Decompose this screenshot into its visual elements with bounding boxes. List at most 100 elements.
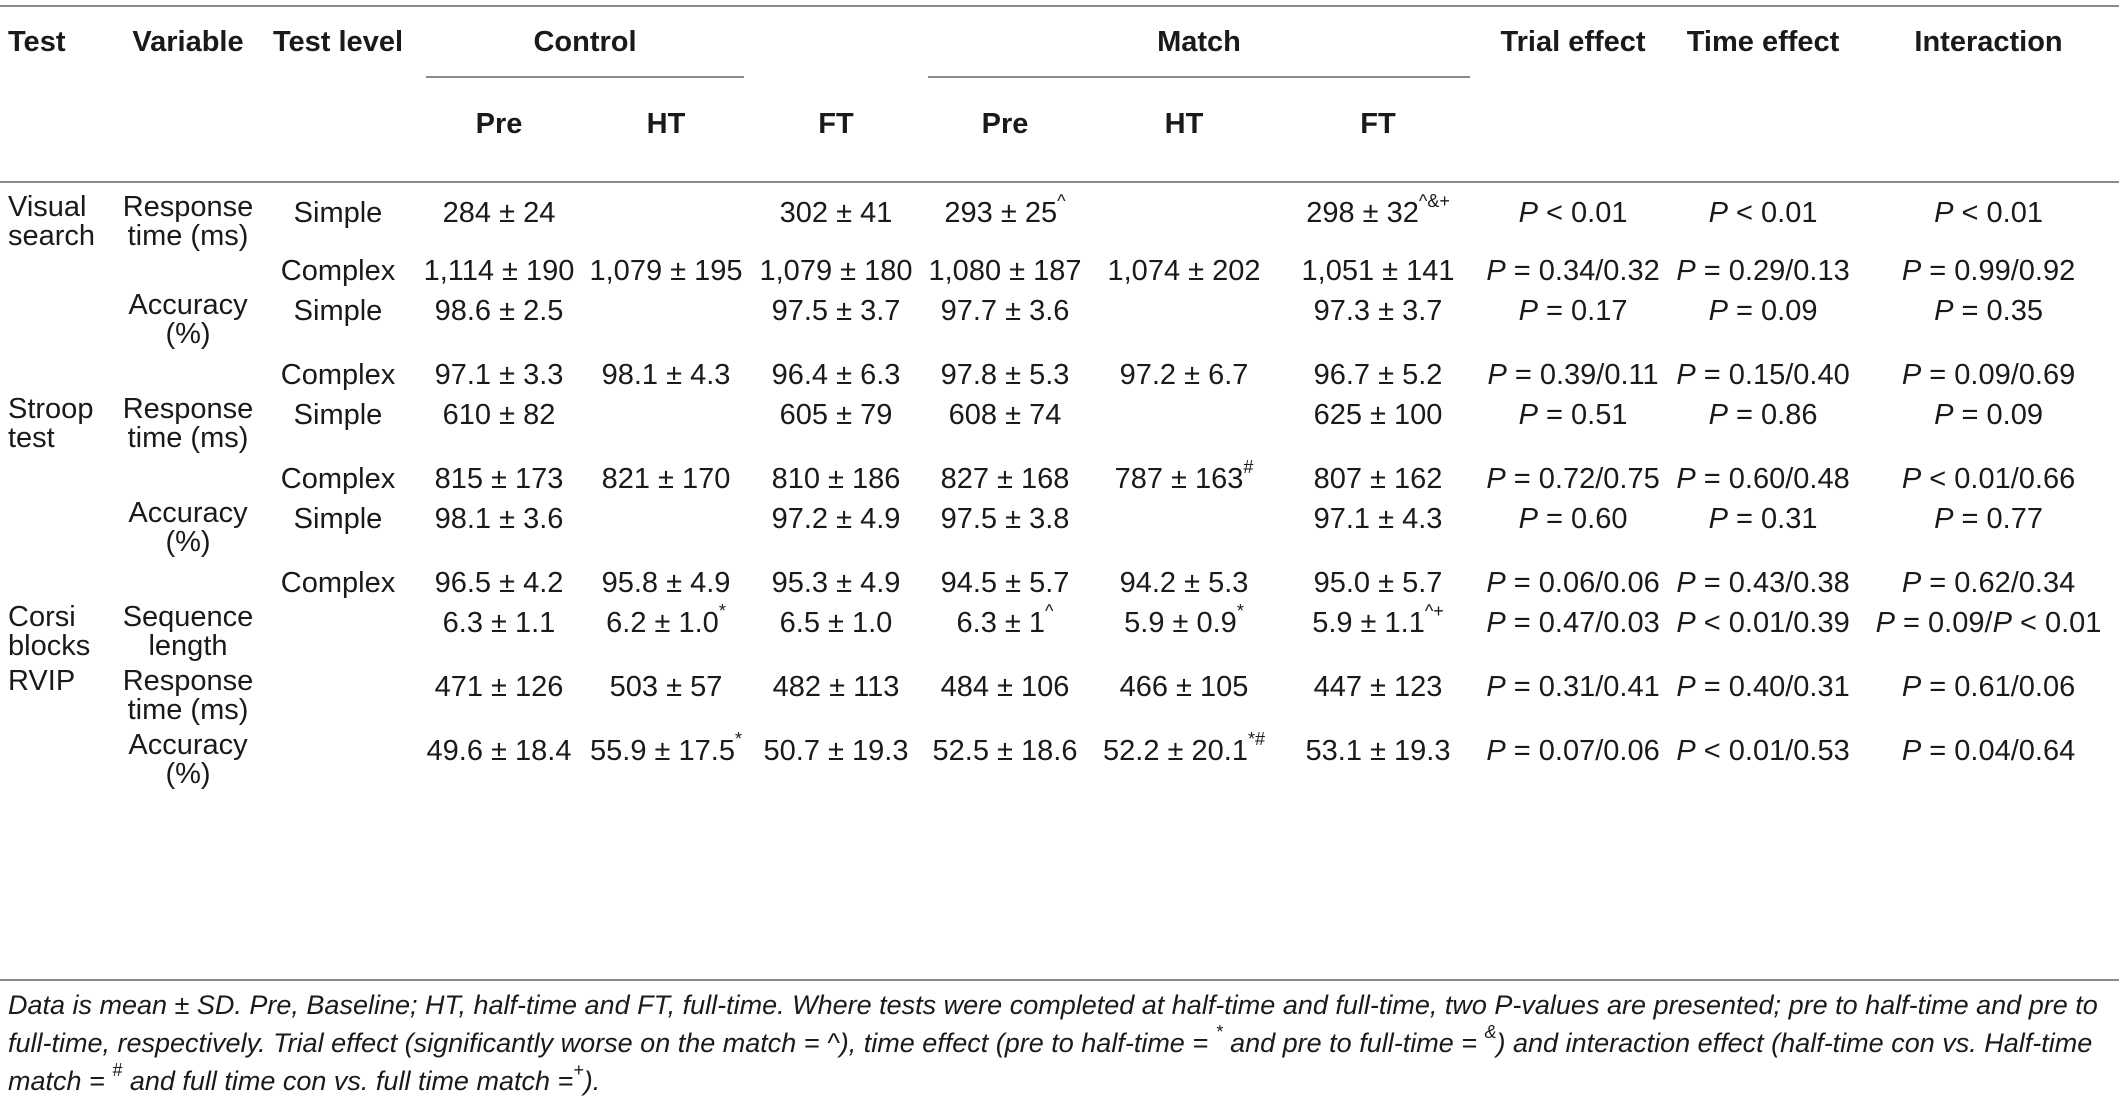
table-row: Complex 96.5 ± 4.2 95.8 ± 4.9 95.3 ± 4.9 94.… [0, 563, 2119, 603]
cell-test-level-value: Simple [293, 197, 383, 229]
cell-match-ft-value: 97.1 ± 4.3 [1313, 503, 1443, 535]
cell-match-ht: 466 ± 105 [1090, 667, 1278, 731]
cell-match-pre: 97.5 ± 3.8 [920, 499, 1090, 563]
cell-control-pre-value: 815 ± 173 [434, 463, 564, 495]
cell-control-ft: 95.3 ± 4.9 [752, 563, 920, 603]
cell-interaction-value: P = 0.09 [1934, 399, 2043, 431]
table-row: RVIP Response time (ms) 471 ± 126 503 ± 57 4… [0, 667, 2119, 731]
cell-interaction-value: P = 0.09/P < 0.01 [1875, 607, 2102, 639]
results-table: Test Variable Test level Control Match T… [0, 6, 2119, 795]
cell-match-ht [1090, 499, 1278, 563]
cell-match-ht-superscript: * [1236, 601, 1244, 622]
header-sub-blank-3 [258, 78, 418, 182]
cell-control-ht: 1,079 ± 195 [580, 251, 752, 291]
header-sub-blank-6 [1858, 78, 2119, 182]
cell-match-ht-value: 466 ± 105 [1119, 671, 1249, 703]
cell-test [0, 459, 118, 499]
cell-match-ht: 97.2 ± 6.7 [1090, 355, 1278, 395]
header-variable: Variable [132, 26, 244, 58]
cell-trial-effect: P = 0.34/0.32 [1478, 251, 1668, 291]
cell-match-pre: 94.5 ± 5.7 [920, 563, 1090, 603]
cell-interaction-value: P < 0.01/0.66 [1901, 463, 2076, 495]
cell-match-ft-value: 5.9 ± 1.1 [1312, 607, 1425, 639]
cell-control-pre-value: 1,114 ± 190 [423, 255, 575, 287]
cell-match-pre: 484 ± 106 [920, 667, 1090, 731]
cell-match-pre-value: 484 ± 106 [940, 671, 1070, 703]
header-sub-blank-4 [1478, 78, 1668, 182]
cell-control-pre: 97.1 ± 3.3 [418, 355, 580, 395]
cell-control-ht [580, 395, 752, 459]
cell-control-ft-value: 810 ± 186 [771, 463, 901, 495]
cell-match-ft: 97.1 ± 4.3 [1278, 499, 1478, 563]
cell-match-pre-value: 97.5 ± 3.8 [940, 503, 1070, 535]
header-match-ht: HT [1164, 108, 1204, 140]
cell-match-pre-value: 827 ± 168 [940, 463, 1070, 495]
cell-trial-effect: P = 0.31/0.41 [1478, 667, 1668, 731]
cell-variable-value: Accuracy (%) [128, 289, 248, 350]
cell-match-ft-value: 298 ± 32 [1306, 197, 1419, 229]
cell-test-level: Complex [258, 563, 418, 603]
cell-control-ht [580, 291, 752, 355]
cell-test-level: Complex [258, 355, 418, 395]
cell-control-ht-value: 95.8 ± 4.9 [601, 567, 731, 599]
cell-interaction-value: P = 0.77 [1934, 503, 2043, 535]
cell-test-level [258, 603, 418, 667]
cell-match-ft: 5.9 ± 1.1^+ [1278, 601, 1478, 667]
cell-control-ft: 97.5 ± 3.7 [752, 291, 920, 355]
cell-test-level: Complex [258, 251, 418, 291]
footnote-sup-star: * [1215, 1022, 1223, 1042]
cell-match-ft: 53.1 ± 19.3 [1278, 731, 1478, 795]
cell-control-pre: 471 ± 126 [418, 667, 580, 731]
cell-time-effect-value: P = 0.29/0.13 [1676, 255, 1850, 287]
header-blank [752, 6, 920, 78]
cell-time-effect-value: P < 0.01/0.39 [1676, 607, 1850, 639]
cell-match-pre: 52.5 ± 18.6 [920, 731, 1090, 795]
cell-match-ft-value: 625 ± 100 [1313, 399, 1443, 431]
cell-interaction-value: P = 0.35 [1934, 295, 2043, 327]
cell-match-ft: 625 ± 100 [1278, 395, 1478, 459]
cell-match-ft-value: 96.7 ± 5.2 [1313, 359, 1443, 391]
cell-match-ht-superscript: # [1243, 457, 1254, 478]
cell-control-pre: 1,114 ± 190 [418, 251, 580, 291]
cell-time-effect-value: P = 0.31 [1708, 503, 1818, 535]
match-group-rule [928, 76, 1471, 78]
cell-test [0, 499, 118, 563]
cell-match-pre-superscript: ^ [1057, 191, 1066, 212]
footnote-sup-amp: & [1484, 1022, 1497, 1042]
header-test-level: Test level [272, 26, 404, 58]
cell-trial-effect-value: P = 0.72/0.75 [1486, 463, 1660, 495]
cell-variable-value: Response time (ms) [122, 393, 254, 454]
cell-match-ft-value: 1,051 ± 141 [1301, 255, 1455, 287]
cell-control-pre-value: 6.3 ± 1.1 [442, 607, 556, 639]
cell-match-ft: 298 ± 32^&+ [1278, 182, 1478, 251]
table-row: Corsi blocks Sequence length 6.3 ± 1.1 6.2 … [0, 601, 2119, 667]
cell-trial-effect: P < 0.01 [1478, 182, 1668, 251]
cell-match-ht-superscript: *# [1247, 729, 1265, 750]
header-sub-blank-2 [118, 78, 258, 182]
cell-test-level: Simple [258, 499, 418, 563]
cell-interaction-value: P = 0.04/0.64 [1901, 735, 2076, 767]
cell-control-ft-value: 50.7 ± 19.3 [763, 735, 909, 767]
cell-test-level: Simple [258, 291, 418, 355]
cell-trial-effect: P = 0.51 [1478, 395, 1668, 459]
cell-match-pre: 608 ± 74 [920, 395, 1090, 459]
cell-time-effect-value: P = 0.43/0.38 [1676, 567, 1850, 599]
header-control-pre: Pre [475, 108, 523, 140]
cell-variable: Accuracy (%) [118, 291, 258, 355]
cell-test-level [258, 731, 418, 795]
cell-variable: Response time (ms) [118, 395, 258, 459]
cell-match-ft-value: 807 ± 162 [1313, 463, 1443, 495]
footnote-text-3: ) and interaction effect (half-time con … [8, 1028, 2093, 1096]
cell-test-level-value: Complex [280, 359, 396, 391]
cell-control-ht-value: 6.2 ± 1.0 [606, 607, 719, 639]
cell-match-ft-superscript: ^+ [1424, 601, 1444, 622]
cell-trial-effect: P = 0.07/0.06 [1478, 731, 1668, 795]
cell-trial-effect-value: P = 0.31/0.41 [1486, 671, 1660, 703]
cell-interaction: P = 0.09/0.69 [1858, 355, 2119, 395]
cell-test [0, 291, 118, 355]
table-row: Accuracy (%) Simple 98.1 ± 3.6 97.2 ± 4.9 97… [0, 499, 2119, 563]
cell-trial-effect: P = 0.17 [1478, 291, 1668, 355]
cell-control-pre-value: 97.1 ± 3.3 [434, 359, 564, 391]
cell-test-level: Simple [258, 395, 418, 459]
cell-variable [118, 251, 258, 291]
